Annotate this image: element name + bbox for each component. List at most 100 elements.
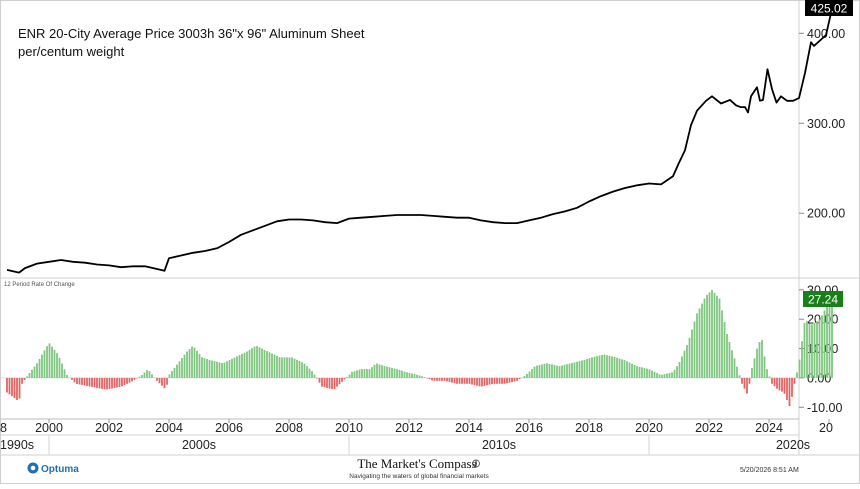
roc-bar xyxy=(361,369,363,378)
roc-bar xyxy=(406,372,408,378)
roc-bar xyxy=(66,375,68,378)
roc-bar xyxy=(741,378,743,384)
roc-bar xyxy=(299,361,301,378)
roc-bar xyxy=(651,371,653,378)
roc-bar xyxy=(606,355,608,378)
roc-bar xyxy=(659,374,661,378)
roc-bar xyxy=(481,378,483,387)
compass-tagline: Navigating the waters of global financia… xyxy=(349,473,489,480)
roc-bar xyxy=(201,357,203,378)
roc-bar xyxy=(54,350,56,378)
roc-bar xyxy=(414,374,416,378)
roc-bar xyxy=(124,378,126,385)
roc-bar xyxy=(486,378,488,385)
roc-bar xyxy=(661,375,663,378)
roc-bar xyxy=(161,378,163,386)
roc-bar xyxy=(731,350,733,378)
roc-bar xyxy=(94,378,96,387)
roc-bar xyxy=(464,378,466,384)
roc-bar xyxy=(241,354,243,378)
roc-bar xyxy=(21,378,23,384)
roc-bar xyxy=(174,368,176,378)
roc-bar xyxy=(456,378,458,384)
roc-bar xyxy=(209,360,211,378)
roc-bar xyxy=(34,367,36,378)
roc-bar xyxy=(799,360,801,378)
x-year-label: 2006 xyxy=(215,421,243,435)
x-year-label: 2012 xyxy=(395,421,423,435)
x-year-label: 2014 xyxy=(455,421,483,435)
roc-bar xyxy=(211,361,213,378)
roc-bar xyxy=(629,363,631,378)
roc-bar xyxy=(554,365,556,378)
x-year-label: 8 xyxy=(0,421,7,435)
roc-bar xyxy=(616,358,618,378)
roc-bar xyxy=(509,378,511,383)
roc-bar xyxy=(411,374,413,378)
roc-bar xyxy=(259,347,261,378)
roc-bar xyxy=(819,320,821,378)
roc-bar xyxy=(709,292,711,378)
roc-bar xyxy=(319,378,321,383)
roc-bar xyxy=(571,363,573,378)
roc-bar xyxy=(621,359,623,378)
roc-bar xyxy=(631,364,633,378)
roc-bar xyxy=(576,362,578,378)
roc-bar xyxy=(381,365,383,378)
roc-bar xyxy=(626,361,628,378)
roc-bar xyxy=(229,360,231,378)
roc-bar xyxy=(131,378,133,381)
roc-bar xyxy=(546,363,548,378)
roc-bar xyxy=(321,378,323,387)
roc-bar xyxy=(701,304,703,378)
roc-bar xyxy=(111,378,113,389)
roc-bar xyxy=(126,378,128,384)
roc-bar xyxy=(226,361,228,378)
roc-bar xyxy=(379,364,381,378)
roc-bar xyxy=(604,355,606,378)
roc-bar xyxy=(281,357,283,378)
roc-bar xyxy=(269,352,271,378)
roc-bar xyxy=(146,370,148,378)
roc-bar xyxy=(559,366,561,378)
roc-bar xyxy=(516,378,518,381)
roc-bar xyxy=(271,353,273,377)
roc-bar xyxy=(769,376,771,377)
roc-bar xyxy=(791,378,793,397)
roc-bar xyxy=(29,373,31,378)
roc-bar xyxy=(99,378,101,388)
roc-bar xyxy=(586,359,588,378)
roc-bar xyxy=(46,346,48,378)
roc-bar xyxy=(654,372,656,378)
roc-bar xyxy=(6,378,8,393)
roc-bar xyxy=(314,374,316,377)
x-decade-label: 1990s xyxy=(0,438,34,452)
roc-bar xyxy=(761,340,763,378)
roc-bar xyxy=(371,367,373,378)
roc-bar xyxy=(686,345,688,378)
roc-bar xyxy=(134,378,136,380)
roc-bar xyxy=(459,378,461,384)
roc-bar xyxy=(266,351,268,378)
roc-bar xyxy=(824,310,826,378)
roc-bar xyxy=(556,366,558,378)
roc-bar xyxy=(11,378,13,396)
roc-bar xyxy=(404,372,406,378)
roc-bar xyxy=(656,373,658,378)
optuma-logo-icon-hole xyxy=(31,466,36,471)
roc-bar xyxy=(169,374,171,378)
roc-bar xyxy=(336,378,338,387)
roc-bar xyxy=(811,324,813,377)
roc-bar xyxy=(311,371,313,378)
roc-bar xyxy=(729,342,731,378)
x-decade-label: 2000s xyxy=(182,438,216,452)
roc-bar xyxy=(179,361,181,378)
roc-bar xyxy=(549,364,551,378)
roc-bar xyxy=(599,356,601,378)
roc-bar xyxy=(76,378,78,384)
roc-bar xyxy=(391,368,393,378)
x-year-label: 2002 xyxy=(95,421,123,435)
roc-bar xyxy=(36,363,38,378)
roc-bar xyxy=(566,364,568,378)
